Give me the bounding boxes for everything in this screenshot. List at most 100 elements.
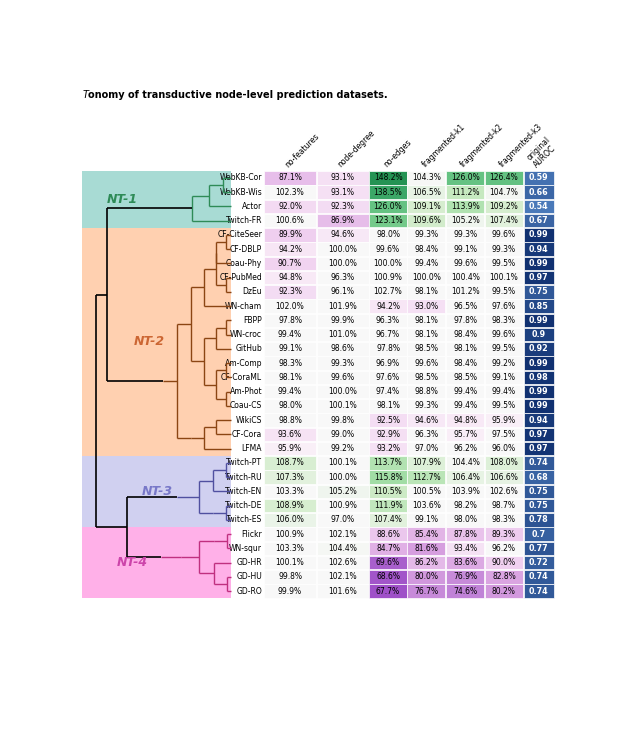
Text: 109.1%: 109.1% (412, 202, 441, 211)
Text: 96.3%: 96.3% (331, 273, 355, 282)
Bar (524, 442, 554, 455)
Text: 94.2%: 94.2% (376, 301, 400, 311)
Text: 0.75: 0.75 (529, 487, 548, 496)
Bar (408, 528, 445, 541)
Bar (408, 285, 445, 298)
Bar (524, 399, 554, 413)
Bar (264, 385, 316, 399)
Bar (408, 427, 445, 441)
Bar (369, 427, 406, 441)
Text: 107.3%: 107.3% (276, 472, 305, 481)
Bar (524, 271, 554, 284)
Text: 102.6%: 102.6% (328, 558, 357, 567)
Text: 88.6%: 88.6% (376, 530, 400, 539)
Text: 84.7%: 84.7% (376, 544, 400, 553)
Bar (317, 314, 369, 327)
Bar (264, 285, 316, 298)
Text: 99.1%: 99.1% (453, 245, 477, 254)
Text: Twitch-RU: Twitch-RU (225, 472, 262, 481)
Text: 0.54: 0.54 (529, 202, 548, 211)
Text: 101.9%: 101.9% (328, 301, 357, 311)
Text: 99.5%: 99.5% (492, 287, 516, 296)
Text: 99.6%: 99.6% (414, 359, 438, 368)
Bar (446, 242, 484, 256)
Text: 101.2%: 101.2% (451, 287, 479, 296)
Text: 97.8%: 97.8% (376, 344, 400, 354)
Text: 104.4%: 104.4% (328, 544, 357, 553)
Text: 98.4%: 98.4% (453, 359, 477, 368)
Bar (81, 455, 231, 527)
Bar (446, 584, 484, 598)
Text: 96.2%: 96.2% (453, 444, 477, 453)
Text: WebKB-Wis: WebKB-Wis (220, 188, 262, 197)
Bar (408, 357, 445, 370)
Bar (369, 271, 406, 284)
Text: no-features: no-features (284, 132, 321, 170)
Text: 102.3%: 102.3% (276, 188, 305, 197)
Text: 99.5%: 99.5% (492, 259, 516, 268)
Text: 110.5%: 110.5% (374, 487, 403, 496)
Text: 0.68: 0.68 (529, 472, 548, 481)
Bar (524, 228, 554, 242)
Text: Twitch-ES: Twitch-ES (226, 515, 262, 524)
Text: 102.1%: 102.1% (328, 573, 357, 581)
Text: 0.97: 0.97 (529, 444, 548, 453)
Text: 82.8%: 82.8% (492, 573, 516, 581)
Text: 99.6%: 99.6% (331, 373, 355, 382)
Text: 89.3%: 89.3% (492, 530, 516, 539)
Text: 111.2%: 111.2% (451, 188, 479, 197)
Bar (524, 385, 554, 399)
Text: fragmented-k2: fragmented-k2 (459, 122, 506, 170)
Text: 99.1%: 99.1% (278, 344, 302, 354)
Text: Coau-CS: Coau-CS (230, 402, 262, 411)
Bar (446, 470, 484, 483)
Bar (264, 256, 316, 270)
Text: 113.7%: 113.7% (374, 458, 403, 467)
Bar (369, 413, 406, 427)
Bar (317, 328, 369, 341)
Text: 104.4%: 104.4% (451, 458, 479, 467)
Text: GitHub: GitHub (236, 344, 262, 354)
Text: 100.9%: 100.9% (328, 501, 357, 510)
Bar (485, 570, 523, 584)
Bar (264, 371, 316, 384)
Text: 0.72: 0.72 (529, 558, 548, 567)
Bar (485, 357, 523, 370)
Text: 100.1%: 100.1% (490, 273, 518, 282)
Bar (485, 314, 523, 327)
Text: 99.5%: 99.5% (492, 344, 516, 354)
Text: 0.98: 0.98 (529, 373, 548, 382)
Bar (317, 271, 369, 284)
Bar (408, 256, 445, 270)
Bar (524, 242, 554, 256)
Bar (317, 171, 369, 185)
Bar (408, 371, 445, 384)
Bar (408, 271, 445, 284)
Bar (485, 328, 523, 341)
Text: 0.75: 0.75 (529, 501, 548, 510)
Text: 99.4%: 99.4% (414, 259, 438, 268)
Text: 102.0%: 102.0% (276, 301, 305, 311)
Text: 99.3%: 99.3% (414, 402, 438, 411)
Bar (264, 456, 316, 469)
Text: original
AUROC: original AUROC (525, 135, 559, 170)
Bar (524, 314, 554, 327)
Bar (369, 556, 406, 569)
Bar (317, 556, 369, 569)
Text: 101.6%: 101.6% (328, 587, 357, 595)
Text: GD-RO: GD-RO (236, 587, 262, 595)
Bar (485, 513, 523, 526)
Text: 0.94: 0.94 (529, 245, 548, 254)
Text: 95.9%: 95.9% (492, 416, 516, 425)
Bar (485, 584, 523, 598)
Text: GD-HR: GD-HR (237, 558, 262, 567)
Bar (524, 584, 554, 598)
Bar (446, 385, 484, 399)
Bar (524, 171, 554, 185)
Text: node-degree: node-degree (337, 129, 377, 170)
Bar (446, 342, 484, 356)
Text: 94.8%: 94.8% (278, 273, 302, 282)
Text: 96.7%: 96.7% (376, 330, 400, 339)
Bar (264, 271, 316, 284)
Text: CF-DBLP: CF-DBLP (230, 245, 262, 254)
